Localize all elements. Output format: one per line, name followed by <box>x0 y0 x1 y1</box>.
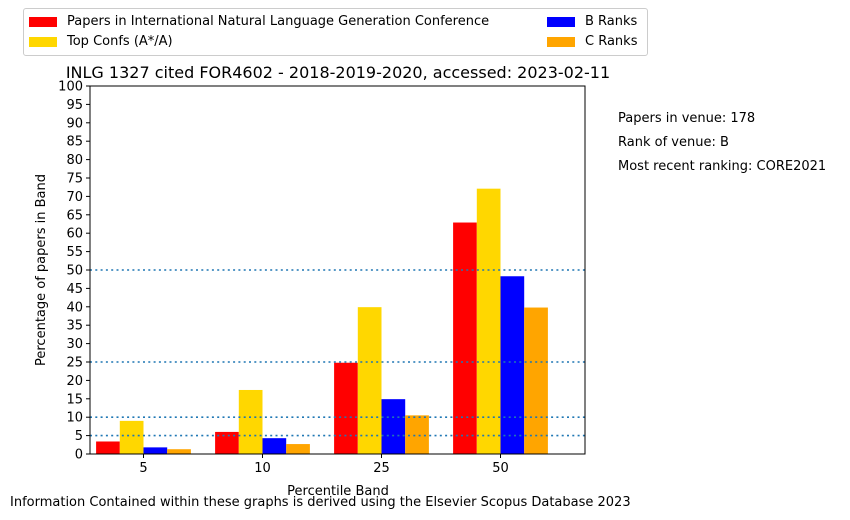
bar <box>238 389 263 454</box>
bar <box>119 420 144 454</box>
legend-label-top-confs: Top Confs (A*/A) <box>67 34 173 49</box>
y-tick-label: 75 <box>66 172 83 187</box>
bar <box>262 438 287 454</box>
y-tick-label: 15 <box>66 392 83 407</box>
y-tick-label: 10 <box>66 411 83 426</box>
legend-label-papers: Papers in International Natural Language… <box>67 14 490 29</box>
x-tick-label: 50 <box>492 461 509 476</box>
bar <box>167 449 191 454</box>
y-tick-label: 85 <box>66 135 83 150</box>
bar <box>96 441 120 454</box>
legend-swatch-b-ranks <box>547 17 575 27</box>
bar <box>357 307 382 454</box>
y-tick-label: 65 <box>66 208 83 223</box>
y-tick-label: 70 <box>66 190 83 205</box>
x-axis: 5 10 25 50 <box>139 454 509 476</box>
y-tick-label: 55 <box>66 245 83 260</box>
footer-note: Information Contained within these graph… <box>10 495 631 510</box>
bar <box>524 307 548 454</box>
y-tick-label: 45 <box>66 282 83 297</box>
y-tick-label: 60 <box>66 227 83 242</box>
y-tick-label: 30 <box>66 337 83 352</box>
chart-title: INLG 1327 cited FOR4602 - 2018-2019-2020… <box>66 63 610 82</box>
bar <box>286 444 310 454</box>
bar <box>405 415 429 454</box>
legend-swatch-papers <box>29 17 57 27</box>
y-tick-label: 95 <box>66 98 83 113</box>
y-tick-label: 35 <box>66 319 83 334</box>
x-tick-label: 10 <box>254 461 271 476</box>
bar <box>215 431 239 454</box>
bar <box>476 188 501 454</box>
x-tick-label: 25 <box>373 461 390 476</box>
most-recent-ranking: Most recent ranking: CORE2021 <box>618 159 827 174</box>
legend-label-b-ranks: B Ranks <box>585 14 638 29</box>
plot-frame <box>89 85 586 455</box>
bar <box>500 276 525 454</box>
y-tick-label: 0 <box>75 448 83 463</box>
x-tick-label: 5 <box>139 461 147 476</box>
x-axis-label: Percentile Band <box>287 484 389 499</box>
legend: Papers in International Natural Language… <box>23 8 648 56</box>
y-tick-label: 80 <box>66 153 83 168</box>
y-tick-label: 20 <box>66 374 83 389</box>
bar <box>143 447 168 454</box>
bar <box>334 362 358 454</box>
y-tick-label: 25 <box>66 356 83 371</box>
y-axis-label: Percentage of papers in Band <box>34 174 49 366</box>
legend-swatch-top-confs <box>29 37 57 47</box>
bar <box>381 399 406 454</box>
y-tick-label: 40 <box>66 300 83 315</box>
legend-swatch-c-ranks <box>547 37 575 47</box>
bar <box>453 222 477 454</box>
bars <box>96 188 548 454</box>
rank-of-venue: Rank of venue: B <box>618 135 729 150</box>
y-tick-label: 5 <box>75 429 83 444</box>
papers-in-venue: Papers in venue: 178 <box>618 111 756 126</box>
y-tick-label: 50 <box>66 264 83 279</box>
y-axis: 0 5 10 15 20 25 30 35 40 45 50 55 60 65 70 75 80 85 90 95 10… <box>58 80 90 463</box>
y-tick-label: 90 <box>66 116 83 131</box>
y-tick-label: 100 <box>58 80 83 95</box>
legend-label-c-ranks: C Ranks <box>585 34 638 49</box>
